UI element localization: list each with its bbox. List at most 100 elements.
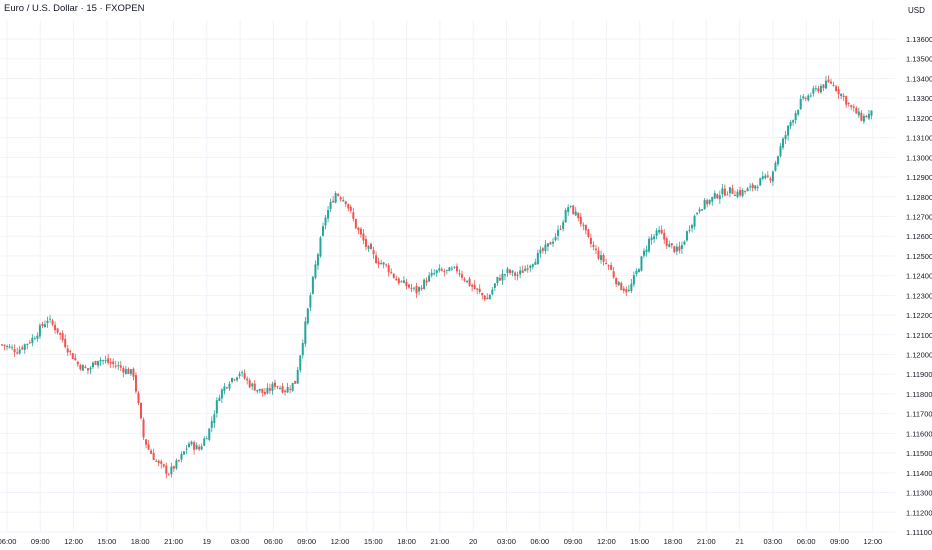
candle [185, 444, 188, 455]
candle-body [521, 270, 524, 273]
candle [557, 225, 560, 241]
candle [807, 93, 810, 102]
candle [491, 287, 494, 296]
candle [455, 263, 458, 274]
candle-body [99, 359, 102, 362]
candle-body [562, 222, 565, 229]
y-tick-label: 1.13300 [906, 94, 932, 103]
candle [640, 255, 643, 272]
candle-body [289, 388, 292, 390]
x-tick-label: 06:00 [797, 537, 816, 546]
candle [306, 307, 309, 325]
candle-body [658, 229, 661, 233]
candle [64, 334, 67, 349]
candle-body [607, 265, 610, 267]
candle [74, 353, 77, 361]
candle-body [203, 438, 206, 446]
candle-body [18, 349, 21, 354]
candle [612, 267, 615, 279]
candle [587, 228, 590, 239]
candle [160, 459, 163, 469]
candle-body [150, 450, 153, 454]
candle-body [198, 446, 201, 450]
candle-body [809, 95, 812, 97]
y-axis[interactable]: 1.13600 1.13500 1.13400 1.13300 1.13200 1.131… [906, 35, 932, 537]
candle [787, 125, 790, 141]
candle-body [855, 107, 858, 114]
candle-body [557, 229, 560, 236]
candle [645, 245, 648, 257]
candle [97, 360, 100, 369]
candle-body [276, 386, 279, 388]
candle [832, 81, 835, 87]
x-axis[interactable]: 06:00 09:00 12:00 15:00 18:00 21:00 19 03:00 06:… [0, 537, 882, 546]
candle-body [231, 377, 234, 382]
candle [632, 271, 635, 288]
candle [218, 394, 221, 402]
candle [59, 332, 62, 340]
candle-body [665, 238, 668, 246]
grid-lines [0, 20, 895, 533]
candle-body [51, 320, 54, 325]
candle [544, 239, 547, 254]
candle [771, 170, 774, 186]
candle [594, 244, 597, 254]
candle [622, 285, 625, 294]
candle-body [236, 377, 239, 381]
candle [812, 85, 815, 97]
candle [89, 366, 92, 375]
candle-body [49, 318, 52, 320]
candle-body [496, 276, 499, 283]
candle [104, 355, 107, 364]
candle-body [835, 86, 838, 91]
candle [698, 207, 701, 214]
candle [319, 236, 322, 258]
candle-body [223, 386, 226, 391]
candle [433, 269, 436, 276]
candle [301, 339, 304, 359]
candle [36, 332, 39, 342]
candle-body [342, 199, 345, 202]
candle-body [86, 368, 89, 371]
candle-body [670, 243, 673, 246]
candle-body [316, 254, 319, 266]
candle [483, 294, 486, 302]
candle-body [311, 276, 314, 294]
y-tick-label: 1.12300 [906, 291, 932, 300]
candle-body [405, 281, 408, 287]
candle [443, 268, 446, 277]
candle [246, 376, 249, 385]
candle [582, 222, 585, 231]
y-tick-label: 1.13000 [906, 153, 932, 162]
candle [99, 357, 102, 366]
candle-body [337, 194, 340, 196]
candle-body [188, 443, 191, 448]
candle [488, 293, 491, 300]
candle-body [193, 442, 196, 450]
candle [147, 439, 150, 451]
candle [658, 226, 661, 235]
candle [402, 276, 405, 284]
candle-body [195, 445, 198, 450]
candle [273, 379, 276, 390]
candle [362, 229, 365, 245]
candle-body [13, 349, 16, 353]
y-tick-label: 1.12700 [906, 212, 932, 221]
candle [607, 264, 610, 271]
candle [124, 365, 127, 375]
y-tick-label: 1.12100 [906, 331, 932, 340]
candle-body [792, 120, 795, 123]
candle [258, 388, 261, 393]
candle [94, 360, 97, 366]
candle [271, 381, 274, 395]
x-tick-label: 21 [735, 537, 743, 546]
candle-body [746, 188, 749, 192]
candle-body [483, 295, 486, 300]
candle [630, 278, 633, 294]
candle [445, 269, 448, 275]
candle [754, 184, 757, 191]
candle-body [266, 387, 269, 394]
candle-body [33, 338, 36, 340]
candle [739, 186, 742, 198]
